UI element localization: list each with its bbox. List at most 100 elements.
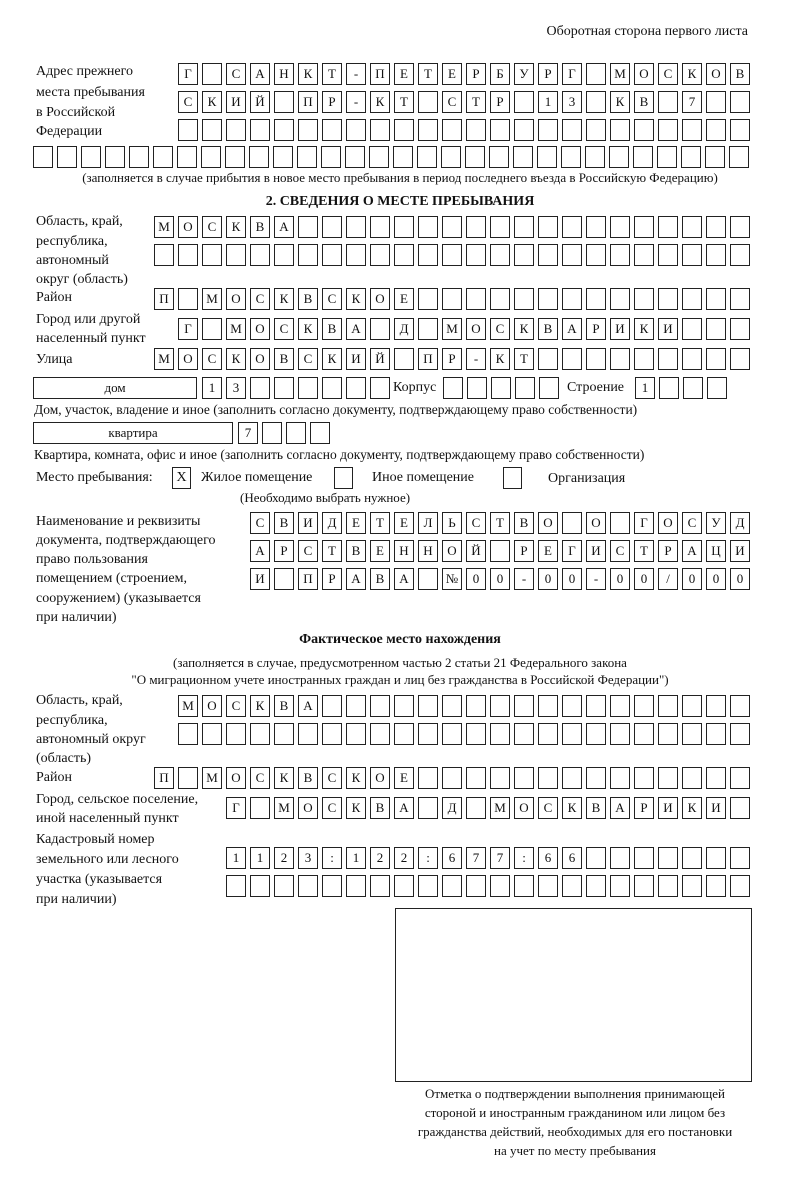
char-cell[interactable] [682, 288, 702, 310]
char-cell[interactable]: В [298, 288, 318, 310]
char-cell[interactable] [634, 723, 654, 745]
char-cell[interactable] [418, 695, 438, 717]
char-cell[interactable] [322, 695, 342, 717]
char-cell[interactable]: : [514, 847, 534, 869]
char-cell[interactable] [681, 146, 701, 168]
char-cell[interactable] [682, 847, 702, 869]
char-cell[interactable] [730, 847, 750, 869]
char-cell[interactable] [443, 377, 463, 399]
char-cell[interactable] [658, 723, 678, 745]
char-cell[interactable]: К [490, 348, 510, 370]
char-cell[interactable]: Р [490, 91, 510, 113]
char-cell[interactable] [513, 146, 533, 168]
char-cell[interactable] [297, 146, 317, 168]
char-cell[interactable]: 7 [490, 847, 510, 869]
char-cell[interactable] [706, 847, 726, 869]
char-cell[interactable] [345, 146, 365, 168]
char-cell[interactable] [466, 244, 486, 266]
char-cell[interactable] [706, 288, 726, 310]
char-cell[interactable]: - [346, 91, 366, 113]
char-cell[interactable]: В [250, 216, 270, 238]
char-cell[interactable] [634, 875, 654, 897]
char-cell[interactable] [586, 875, 606, 897]
char-cell[interactable] [466, 288, 486, 310]
char-cell[interactable] [705, 146, 725, 168]
char-cell[interactable]: В [322, 318, 342, 340]
char-cell[interactable] [490, 288, 510, 310]
char-cell[interactable]: К [634, 318, 654, 340]
char-cell[interactable] [514, 216, 534, 238]
char-cell[interactable]: К [610, 91, 630, 113]
char-cell[interactable]: О [250, 318, 270, 340]
char-cell[interactable] [706, 723, 726, 745]
char-cell[interactable] [538, 695, 558, 717]
char-cell[interactable] [586, 119, 606, 141]
char-cell[interactable]: Р [466, 63, 486, 85]
char-cell[interactable]: С [298, 348, 318, 370]
char-cell[interactable] [322, 119, 342, 141]
char-cell[interactable]: П [154, 288, 174, 310]
char-cell[interactable] [202, 723, 222, 745]
char-cell[interactable] [634, 348, 654, 370]
char-cell[interactable] [514, 119, 534, 141]
char-cell[interactable]: В [586, 797, 606, 819]
char-cell[interactable] [466, 797, 486, 819]
char-cell[interactable] [442, 767, 462, 789]
char-cell[interactable]: А [394, 568, 414, 590]
char-cell[interactable] [153, 146, 173, 168]
house-type-field[interactable]: дом [33, 377, 197, 399]
char-cell[interactable]: С [442, 91, 462, 113]
char-cell[interactable]: К [298, 318, 318, 340]
char-cell[interactable]: Т [418, 63, 438, 85]
char-cell[interactable] [586, 91, 606, 113]
char-cell[interactable] [370, 875, 390, 897]
char-cell[interactable]: А [346, 318, 366, 340]
char-cell[interactable]: В [298, 767, 318, 789]
char-cell[interactable]: 0 [610, 568, 630, 590]
char-cell[interactable] [274, 91, 294, 113]
char-cell[interactable] [634, 288, 654, 310]
char-cell[interactable]: Е [346, 512, 366, 534]
char-cell[interactable] [418, 119, 438, 141]
char-cell[interactable] [33, 146, 53, 168]
char-cell[interactable]: 3 [298, 847, 318, 869]
char-cell[interactable]: Г [178, 318, 198, 340]
char-cell[interactable] [586, 216, 606, 238]
char-cell[interactable] [658, 348, 678, 370]
char-cell[interactable] [538, 119, 558, 141]
char-cell[interactable] [610, 875, 630, 897]
char-cell[interactable]: Т [322, 540, 342, 562]
char-cell[interactable]: В [634, 91, 654, 113]
char-cell[interactable] [683, 377, 703, 399]
char-cell[interactable] [562, 512, 582, 534]
char-cell[interactable] [226, 723, 246, 745]
char-cell[interactable] [394, 119, 414, 141]
char-cell[interactable] [322, 723, 342, 745]
char-cell[interactable] [682, 244, 702, 266]
char-cell[interactable] [682, 216, 702, 238]
char-cell[interactable] [202, 244, 222, 266]
char-cell[interactable]: О [658, 512, 678, 534]
char-cell[interactable] [105, 146, 125, 168]
char-cell[interactable] [538, 244, 558, 266]
char-cell[interactable] [634, 244, 654, 266]
char-cell[interactable] [346, 723, 366, 745]
char-cell[interactable] [274, 568, 294, 590]
char-cell[interactable]: О [466, 318, 486, 340]
char-cell[interactable]: К [346, 797, 366, 819]
char-cell[interactable] [370, 695, 390, 717]
char-cell[interactable]: Т [322, 63, 342, 85]
char-cell[interactable] [682, 119, 702, 141]
char-cell[interactable]: В [370, 568, 390, 590]
char-cell[interactable] [298, 216, 318, 238]
char-cell[interactable] [322, 875, 342, 897]
char-cell[interactable]: Б [490, 63, 510, 85]
char-cell[interactable]: Т [466, 91, 486, 113]
char-cell[interactable]: 1 [202, 377, 222, 399]
char-cell[interactable]: : [322, 847, 342, 869]
char-cell[interactable]: Е [394, 512, 414, 534]
char-cell[interactable] [706, 119, 726, 141]
char-cell[interactable]: М [202, 767, 222, 789]
char-cell[interactable] [609, 146, 629, 168]
char-cell[interactable] [634, 119, 654, 141]
